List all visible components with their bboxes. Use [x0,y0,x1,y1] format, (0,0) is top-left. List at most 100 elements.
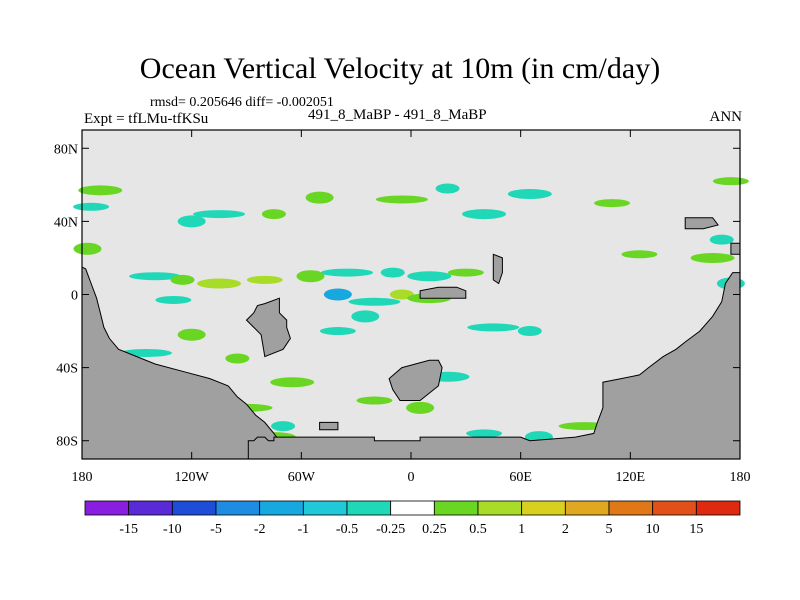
colorbar-swatch [171,500,217,516]
left-subtitle: Expt = tfLMu-tfKSu [84,111,209,127]
anomaly-patch [467,323,520,332]
y-tick-label: 40S [56,362,78,377]
land-mass [419,286,467,299]
anomaly-patch [348,297,401,306]
x-tick-label: 60W [288,470,316,485]
anomaly-patch [296,270,325,283]
anomaly-patch [690,252,735,263]
colorbar-label: -5 [210,522,222,537]
colorbar-label: 2 [562,522,569,537]
colorbar-label: -10 [163,522,182,537]
stats-line: rmsd= 0.205646 diff= -0.002051 [150,95,334,110]
anomaly-patch [155,295,192,304]
anomaly-patch [129,272,182,281]
land-mass [730,242,741,255]
right-subtitle: ANN [709,109,743,125]
x-axis: 180 120W 60W 0 60E 120E 180 [72,130,751,485]
anomaly-patch [407,271,452,282]
land-mass [684,217,719,230]
land-mass [388,359,443,401]
colorbar-swatch [84,500,130,516]
colorbar-label: -1 [297,522,309,537]
colorbar-swatch [477,500,523,516]
anomaly-patch [170,274,195,285]
land-mass [247,272,741,460]
y-tick-label: 80S [56,435,78,450]
anomaly-patch [270,377,315,388]
anomaly-patch [261,209,286,220]
x-tick-label: 0 [408,470,415,485]
anomaly-patch [177,328,206,341]
anomaly-patch [197,278,242,289]
y-tick-label: 40N [54,215,78,230]
anomaly-patch [356,396,393,405]
anomaly-patch [73,202,110,211]
anomaly-patch [709,234,734,245]
colorbar-swatch [695,500,741,516]
x-tick-label: 120E [616,470,646,485]
anomaly-patch [225,353,250,364]
y-axis: 80N 40N 0 40S 80S [54,142,740,450]
anomaly-patch [466,429,503,438]
colorbar-label: -2 [254,522,266,537]
colorbar-label: 10 [646,522,660,537]
center-subtitle: 491_8_MaBP - 491_8_MaBP [308,107,487,123]
colorbar-label: 5 [606,522,613,537]
anomaly-patch [319,327,356,336]
colorbar-label: 0.25 [422,522,447,537]
land-masses [81,217,741,460]
anomaly-patch [517,326,542,337]
colorbar-swatch [390,500,435,516]
anomaly-patch [594,199,631,208]
anomaly-patch [435,183,460,194]
colorbar-swatch [652,500,697,516]
anomaly-patch [462,209,507,220]
anomaly-patch [712,177,749,186]
anomaly-patches [73,177,749,444]
anomaly-patch [193,210,246,219]
anomaly-patch [351,310,380,323]
anomaly-patch [375,195,428,204]
colorbar-swatch [433,500,479,516]
y-tick-label: 80N [54,142,78,157]
anomaly-patch [406,401,435,414]
anomaly-patch [73,242,102,255]
anomaly-patch [271,421,296,432]
colorbar-label: -0.25 [376,522,405,537]
anomaly-patch [246,275,283,284]
colorbar-swatch [215,500,261,516]
colorbar-swatch [259,500,304,516]
y-tick-label: 0 [71,289,78,304]
colorbar-label: 0.5 [469,522,487,537]
colorbar-label: -15 [119,522,138,537]
colorbar-swatch [521,500,566,516]
land-mass [319,421,339,431]
anomaly-patch [323,288,352,301]
x-tick-label: 120W [175,470,210,485]
anomaly-patch [321,268,374,277]
x-tick-label: 60E [509,470,532,485]
colorbar-label: -0.5 [336,522,358,537]
anomaly-patch [177,215,206,228]
anomaly-patch [380,267,405,278]
colorbar: -15 -10 -5 -2 -1 -0.5 -0.25 0.25 0.5 1 2 5 10 15 [84,500,741,537]
anomaly-patch [78,185,123,196]
x-tick-label: 180 [730,470,751,485]
colorbar-label: 15 [689,522,703,537]
colorbar-swatch [346,500,392,516]
land-mass [245,297,291,358]
colorbar-label: 1 [518,522,525,537]
colorbar-swatch [564,500,610,516]
anomaly-patch [621,250,658,259]
anomaly-patch [389,289,414,300]
colorbar-swatch [128,500,173,516]
colorbar-swatch [302,500,348,516]
colorbar-swatch [608,500,654,516]
x-tick-label: 180 [72,470,93,485]
anomaly-patch [447,268,484,277]
anomaly-patch [305,191,334,204]
chart-title: Ocean Vertical Velocity at 10m (in cm/da… [139,52,661,85]
land-mass [492,253,503,285]
anomaly-patch [507,188,552,199]
